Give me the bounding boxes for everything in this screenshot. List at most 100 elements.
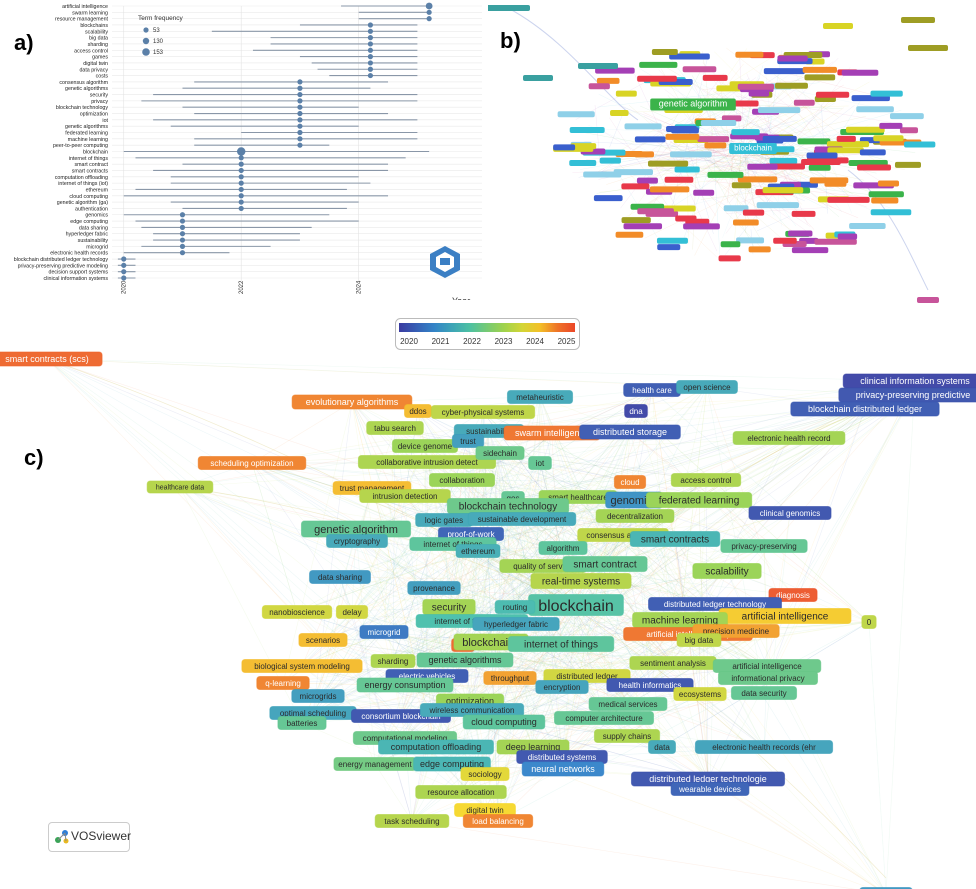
network-node	[868, 191, 904, 198]
term-frequency-point	[238, 205, 244, 212]
term-label: consensus algorithm	[59, 80, 108, 86]
network-node-box	[359, 489, 451, 503]
network-node: nanobioscience	[261, 605, 333, 619]
network-node-label: load balancing	[472, 817, 524, 826]
network-edge	[701, 146, 732, 158]
network-node	[615, 90, 637, 97]
network-node: sidechain	[475, 446, 525, 460]
network-edge	[179, 486, 473, 622]
term-label: scalability	[85, 29, 108, 35]
network-edge	[426, 675, 628, 737]
network-node-label: energy management	[338, 760, 412, 769]
network-node	[908, 45, 948, 51]
network-node	[802, 66, 837, 73]
network-node-label: sociology	[468, 770, 501, 779]
network-node	[763, 68, 805, 75]
network-node	[733, 219, 759, 226]
network-edge	[793, 100, 831, 140]
network-edge	[735, 95, 892, 123]
network-edge	[659, 169, 880, 197]
network-node: supply chains	[593, 729, 661, 743]
term-label: blockchain distributed ledger technology	[14, 257, 109, 263]
network-node: tabu search	[366, 421, 424, 435]
network-edge	[539, 396, 711, 790]
network-node-label: internet of things	[524, 640, 598, 651]
network-node-label: microgrid	[368, 628, 401, 637]
network-node	[814, 238, 857, 245]
legend-size-marker	[142, 37, 150, 45]
network-node: energy management	[333, 757, 417, 771]
term-label: computation offloading	[55, 175, 108, 181]
network-node	[857, 164, 891, 171]
network-node-box	[415, 785, 507, 799]
network-node	[841, 69, 879, 76]
term-frequency-point	[238, 167, 244, 174]
network-node: cyber-physical systems	[430, 405, 536, 419]
network-edge	[653, 69, 702, 159]
network-edge	[251, 462, 298, 613]
network-node-box	[357, 455, 497, 469]
network-node	[904, 141, 936, 148]
network-node-label: proof-of-work	[447, 530, 495, 539]
network-node	[735, 51, 764, 58]
network-edge	[507, 408, 866, 507]
network-node-label: swarm intelligence	[515, 428, 589, 438]
network-node: clinical genomics	[748, 506, 832, 520]
network-edge	[629, 431, 870, 623]
network-node: batteries	[277, 716, 327, 730]
network-node	[845, 126, 885, 133]
network-node-box	[494, 600, 536, 614]
network-node-box	[613, 475, 647, 489]
network-node	[595, 67, 635, 74]
network-edge	[301, 576, 341, 667]
network-node-box	[676, 380, 738, 394]
network-node-label: dna	[629, 407, 643, 416]
network-node-label: device genome	[398, 442, 453, 451]
network-node: encryption	[535, 680, 589, 694]
term-frequency-point	[238, 174, 244, 180]
network-node-box	[256, 676, 310, 690]
network-edge	[46, 358, 914, 396]
network-node-label: digital twin	[466, 806, 503, 815]
network-node	[788, 230, 813, 237]
network-node-label: blockchain	[538, 598, 614, 615]
network-edge	[661, 102, 835, 214]
network-edge	[753, 184, 763, 189]
network-node-label: genetic algorithm	[659, 99, 728, 109]
network-node-label: delay	[342, 608, 361, 617]
year-colorbar: 2020 2021 2022 2023 2024 2025	[395, 318, 580, 350]
network-node	[553, 144, 576, 151]
network-edge	[745, 54, 826, 128]
network-node	[797, 138, 831, 145]
network-node-label: computer architecture	[565, 714, 643, 723]
network-node: microgrids	[291, 689, 345, 703]
network-node: distributed storage	[579, 424, 681, 440]
colorbar-tick-label: 2021	[432, 337, 450, 346]
network-edge	[629, 431, 681, 621]
network-edge	[625, 105, 849, 113]
network-node-box	[606, 678, 694, 692]
term-label: genomics	[85, 213, 108, 219]
term-label: iot	[102, 118, 108, 124]
network-node: data sharing	[309, 570, 371, 584]
network-edge	[763, 545, 870, 623]
network-node	[599, 157, 621, 164]
term-frequency-point	[238, 186, 244, 193]
network-edge	[424, 445, 631, 483]
network-node-label: microgrids	[300, 692, 337, 701]
network-node-box	[356, 677, 454, 693]
vosviewer-label: VOSviewer	[71, 829, 132, 843]
term-frequency-point	[297, 85, 303, 91]
network-edge	[301, 665, 406, 739]
network-node-box	[455, 544, 501, 558]
network-node	[720, 241, 741, 248]
network-node	[682, 66, 717, 73]
network-edge	[786, 173, 802, 178]
term-label: artificial intelligence	[62, 4, 108, 10]
network-edge	[251, 462, 473, 711]
network-node	[583, 171, 622, 178]
network-edge	[512, 386, 708, 499]
term-frequency-point	[297, 123, 303, 129]
network-node: health care	[623, 383, 681, 397]
network-edge	[497, 621, 870, 822]
